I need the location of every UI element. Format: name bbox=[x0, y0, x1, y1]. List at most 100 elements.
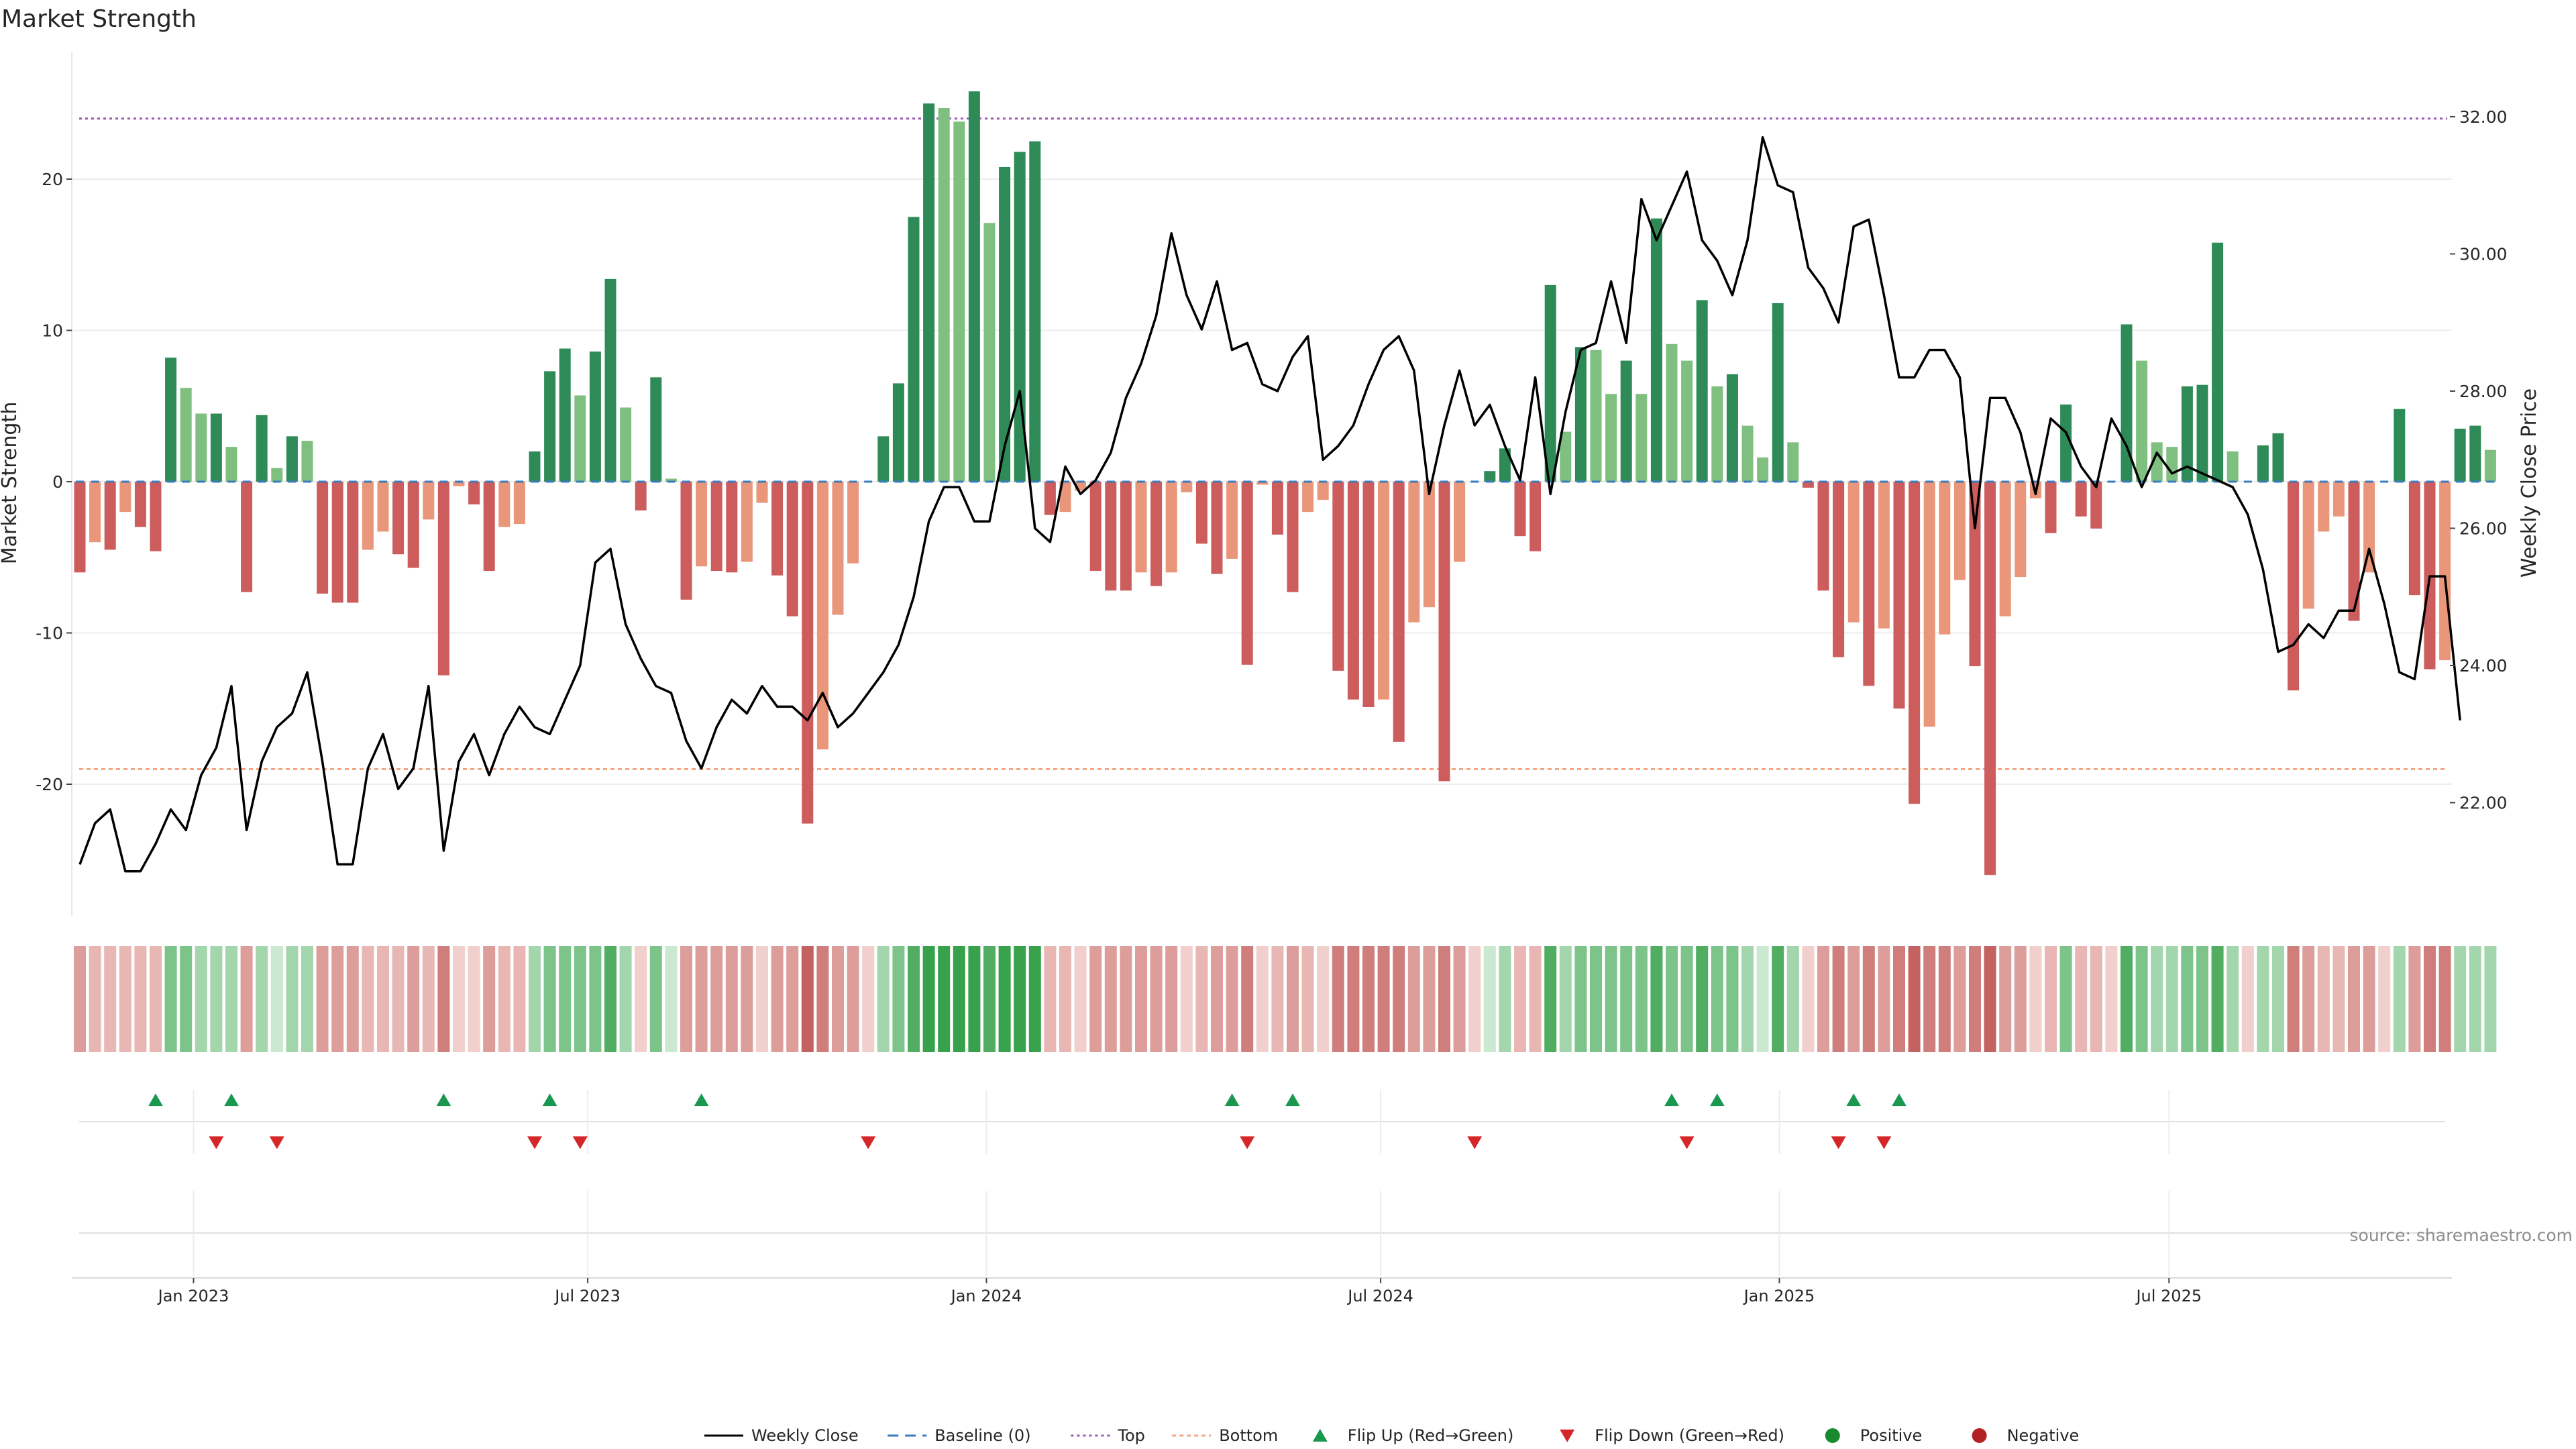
strength-bar bbox=[529, 451, 541, 482]
heat-cell bbox=[1726, 946, 1739, 1052]
heat-cell bbox=[1711, 946, 1723, 1052]
strength-bar bbox=[423, 482, 435, 520]
strength-bar bbox=[1605, 394, 1617, 482]
strength-bar bbox=[437, 482, 449, 676]
heat-cell bbox=[2151, 946, 2163, 1052]
heat-cell bbox=[1772, 946, 1784, 1052]
heat-cell bbox=[543, 946, 556, 1052]
left-y-axis-ticks: 20 10 0 -10 -20 bbox=[36, 170, 72, 794]
flip-up-marker bbox=[694, 1093, 709, 1106]
heat-cell bbox=[1650, 946, 1663, 1052]
heat-cell bbox=[1878, 946, 1890, 1052]
heat-cell bbox=[1195, 946, 1208, 1052]
strength-bar bbox=[1711, 386, 1723, 482]
strength-bar bbox=[2348, 482, 2360, 621]
strength-bar bbox=[195, 413, 207, 482]
strength-bar bbox=[544, 371, 556, 482]
heat-cell bbox=[786, 946, 799, 1052]
heat-cell bbox=[1893, 946, 1905, 1052]
strength-bar bbox=[1165, 482, 1177, 573]
strength-bar bbox=[1302, 482, 1314, 513]
heat-cell bbox=[1544, 946, 1557, 1052]
heat-cell bbox=[301, 946, 313, 1052]
strength-bar bbox=[2196, 384, 2208, 482]
strength-bar bbox=[696, 482, 708, 567]
y2-tick-label: 22.00 bbox=[2459, 794, 2508, 813]
heat-cell bbox=[953, 946, 965, 1052]
strength-bar bbox=[1802, 482, 1814, 488]
strength-bar bbox=[1195, 482, 1208, 544]
strength-bar bbox=[983, 223, 996, 482]
heat-cell bbox=[1453, 946, 1466, 1052]
heat-cell bbox=[1287, 946, 1299, 1052]
flip-up-marker bbox=[1709, 1093, 1725, 1106]
heat-cell bbox=[877, 946, 890, 1052]
strength-bar bbox=[1256, 482, 1269, 485]
heat-cell bbox=[1802, 946, 1815, 1052]
strength-bar bbox=[1590, 350, 1602, 482]
strength-bar bbox=[1499, 448, 1511, 482]
strength-bar bbox=[2272, 433, 2284, 482]
flip-down-marker bbox=[269, 1136, 284, 1149]
strength-bar bbox=[1969, 482, 1981, 667]
legend-swatch bbox=[1312, 1429, 1328, 1442]
strength-bar bbox=[241, 482, 253, 592]
source-label: source: sharemaestro.com bbox=[2350, 1226, 2573, 1245]
strength-bar bbox=[1726, 374, 1738, 482]
heat-cell bbox=[1984, 946, 1996, 1052]
axes-frame bbox=[71, 52, 2452, 1279]
heat-cell bbox=[1256, 946, 1269, 1052]
strength-bar bbox=[1438, 482, 1450, 782]
heat-cell bbox=[1969, 946, 1981, 1052]
strength-bar bbox=[1560, 431, 1572, 482]
strength-bar bbox=[392, 482, 405, 555]
strength-bar bbox=[1150, 482, 1163, 586]
legend-swatch bbox=[1825, 1428, 1840, 1443]
legend-item-top: Top bbox=[1071, 1426, 1145, 1445]
strength-bar bbox=[1241, 482, 1253, 665]
heat-cell bbox=[89, 946, 101, 1052]
heat-cell bbox=[2363, 946, 2375, 1052]
strength-bar bbox=[1666, 343, 1678, 482]
strength-bar bbox=[923, 103, 935, 482]
legend-label: Positive bbox=[1860, 1426, 1923, 1445]
heat-cell bbox=[1347, 946, 1360, 1052]
heat-cell bbox=[1999, 946, 2012, 1052]
y2-tick-label: 24.00 bbox=[2459, 656, 2508, 676]
strength-bar bbox=[1620, 360, 1632, 482]
legend-item-bottom: Bottom bbox=[1172, 1426, 1278, 1445]
strength-bar bbox=[1044, 482, 1056, 515]
strength-bar bbox=[1271, 482, 1283, 535]
heat-cell bbox=[407, 946, 420, 1052]
strength-bar bbox=[2288, 482, 2300, 691]
heat-cell bbox=[619, 946, 632, 1052]
heat-cell bbox=[2272, 946, 2284, 1052]
heat-cell bbox=[1301, 946, 1314, 1052]
heat-cell bbox=[771, 946, 784, 1052]
legend-item-positive: Positive bbox=[1825, 1426, 1923, 1445]
x-tick-label: Jan 2025 bbox=[1743, 1287, 1815, 1305]
heat-cell bbox=[1407, 946, 1420, 1052]
heat-cell bbox=[453, 946, 465, 1052]
strength-bar bbox=[786, 482, 798, 616]
strength-bar bbox=[816, 482, 828, 750]
heat-strip bbox=[74, 946, 2497, 1052]
heat-cell bbox=[801, 946, 814, 1052]
strength-bar bbox=[1484, 471, 1496, 482]
y-tick-label: -20 bbox=[36, 775, 63, 794]
strength-bar bbox=[286, 436, 298, 482]
strength-bar bbox=[1529, 482, 1542, 551]
strength-bar bbox=[1984, 482, 1996, 875]
heat-cell bbox=[2408, 946, 2421, 1052]
left-y-axis-label: Market Strength bbox=[0, 402, 21, 564]
heat-cell bbox=[1332, 946, 1344, 1052]
strength-bar bbox=[1696, 300, 1708, 482]
strength-bar bbox=[210, 413, 222, 482]
strength-bar bbox=[938, 108, 950, 482]
heat-cell bbox=[574, 946, 586, 1052]
heat-cell bbox=[1468, 946, 1481, 1052]
strength-bar bbox=[2302, 482, 2314, 609]
flip-down-marker bbox=[1831, 1136, 1846, 1149]
strength-bar bbox=[2408, 482, 2420, 596]
heat-cell bbox=[286, 946, 299, 1052]
